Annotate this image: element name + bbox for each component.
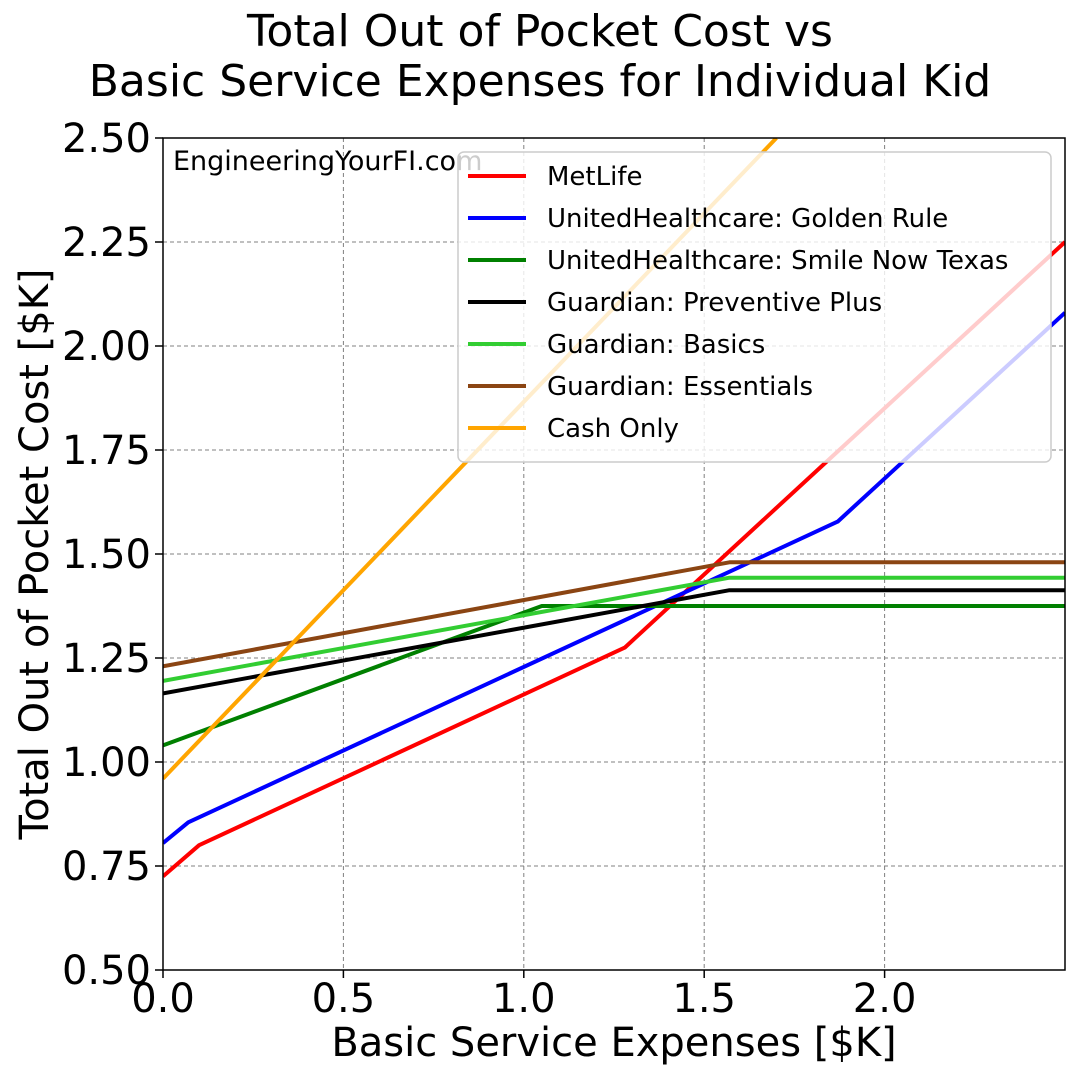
y-tick-label: 1.75 xyxy=(62,428,151,474)
legend-label-6: Guardian: Essentials xyxy=(547,372,813,402)
y-tick-label: 2.50 xyxy=(62,116,151,162)
series-line-5 xyxy=(163,575,1065,683)
y-tick-label: 1.00 xyxy=(62,740,151,786)
x-tick-label: 0.0 xyxy=(131,976,195,1022)
y-tick-label: 0.50 xyxy=(62,948,151,994)
y-axis-label: Total Out of Pocket Cost [$K] xyxy=(12,268,58,840)
x-tick-label: 0.5 xyxy=(312,976,376,1022)
y-tick-label: 1.50 xyxy=(62,532,151,578)
legend-label-3: UnitedHealthcare: Smile Now Texas xyxy=(547,246,1008,276)
legend-label-1: MetLife xyxy=(547,162,642,192)
legend-label-2: UnitedHealthcare: Golden Rule xyxy=(547,204,948,234)
chart-title-line-1: Total Out of Pocket Cost vs xyxy=(246,6,833,57)
x-tick-label: 1.0 xyxy=(492,976,556,1022)
y-tick-label: 2.25 xyxy=(62,220,151,266)
x-tick-label: 1.5 xyxy=(672,976,736,1022)
series-line-3 xyxy=(163,604,1065,748)
legend-label-4: Guardian: Preventive Plus xyxy=(547,288,882,318)
series-line-4 xyxy=(163,588,1065,696)
y-tick-label: 1.25 xyxy=(62,636,151,682)
x-axis-label: Basic Service Expenses [$K] xyxy=(331,1020,896,1066)
chart-title-line-2: Basic Service Expenses for Individual Ki… xyxy=(89,56,991,107)
axis-ticks: 0.0 0.5 1.0 1.5 2.0 0.50 0.75 1.00 1.25 1.50 1.75 2… xyxy=(62,116,916,1022)
series-line-6 xyxy=(163,560,1065,669)
legend-label-7: Cash Only xyxy=(547,414,679,444)
x-tick-label: 2.0 xyxy=(853,976,917,1022)
y-tick-label: 2.00 xyxy=(62,324,151,370)
legend: MetLife UnitedHealthcare: Golden Rule Unit… xyxy=(457,151,1052,463)
legend-label-5: Guardian: Basics xyxy=(547,330,765,360)
y-tick-label: 0.75 xyxy=(62,844,151,890)
watermark: EngineeringYourFI.com xyxy=(173,146,482,177)
legend-box xyxy=(457,151,1052,463)
